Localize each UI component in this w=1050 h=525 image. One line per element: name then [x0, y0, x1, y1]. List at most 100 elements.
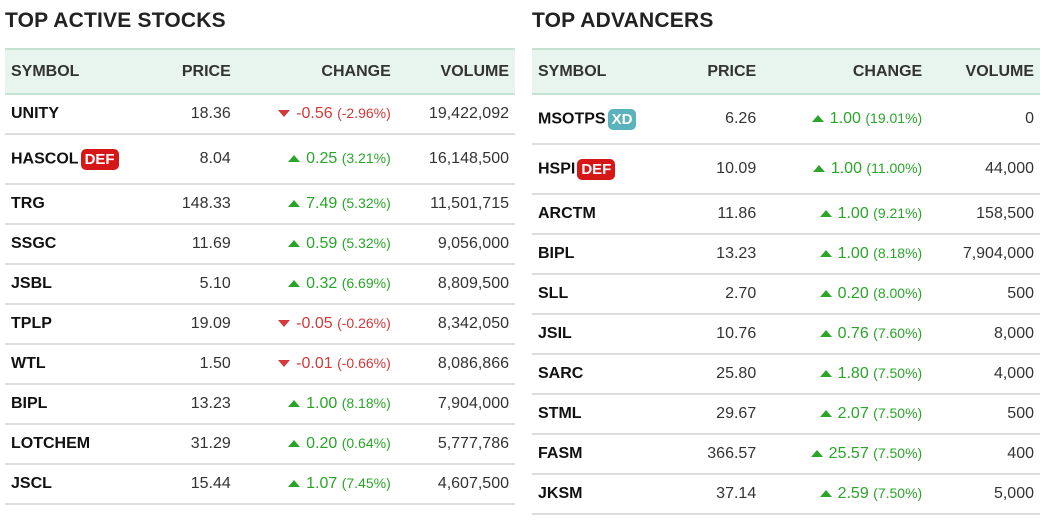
column-header[interactable]: SYMBOL — [538, 62, 607, 80]
symbol-link[interactable]: TRG — [11, 195, 45, 212]
symbol-link[interactable]: MSOTPS — [538, 110, 606, 128]
volume-cell: 0 — [928, 94, 1040, 145]
change-value: 1.00 — [829, 110, 861, 127]
column-header[interactable]: VOLUME — [440, 62, 509, 80]
symbol-cell: SSGC — [5, 224, 159, 265]
table-row[interactable]: UNITY 18.36 -0.56 (-2.96%) 19,422,092 — [5, 94, 515, 135]
arrow-up-icon — [288, 155, 301, 163]
symbol-link[interactable]: BIPL — [538, 245, 575, 262]
symbol-link[interactable]: HSPI — [538, 160, 576, 178]
volume-cell: 16,148,500 — [396, 134, 515, 185]
change-percent: (0.64%) — [341, 435, 391, 451]
symbol-cell: ARCTM — [532, 194, 681, 235]
change-value: 0.20 — [837, 285, 869, 302]
change-percent: (6.69%) — [341, 275, 391, 291]
arrow-up-icon — [819, 210, 832, 218]
table-row[interactable]: SARC 25.80 1.80 (7.50%) 4,000 — [532, 354, 1040, 395]
change-cell: 0.76 (7.60%) — [762, 314, 929, 355]
symbol-link[interactable]: BIPL — [11, 395, 48, 412]
change-cell: 1.00 (8.18%) — [762, 234, 929, 275]
arrow-up-icon — [288, 440, 301, 448]
symbol-link[interactable]: STML — [538, 405, 582, 422]
table-row[interactable]: HASCOL DEF 8.04 0.25 (3.21%) 16,148,500 — [5, 134, 515, 185]
arrow-down-icon — [278, 110, 291, 118]
symbol-link[interactable]: ARCTM — [538, 205, 596, 222]
column-header[interactable]: SYMBOL — [11, 62, 80, 80]
symbol-cell: JSBL — [5, 264, 159, 305]
price-cell: 11.86 — [680, 194, 763, 235]
table-row[interactable]: BIPL 13.23 1.00 (8.18%) 7,904,000 — [532, 234, 1040, 275]
table-row[interactable]: SSGC 11.69 0.59 (5.32%) 9,056,000 — [5, 224, 515, 265]
arrow-up-icon — [819, 250, 832, 258]
arrow-up-icon — [288, 200, 301, 208]
symbol-cell: MSOTPS XD — [532, 94, 681, 145]
symbol-link[interactable]: SARC — [538, 365, 584, 382]
column-header[interactable]: CHANGE — [852, 62, 923, 80]
symbol-link[interactable]: SLL — [538, 285, 569, 302]
section-title: TOP ADVANCERS — [532, 9, 714, 32]
symbol-link[interactable]: FASM — [538, 445, 583, 462]
table-row[interactable]: ARCTM 11.86 1.00 (9.21%) 158,500 — [532, 194, 1040, 235]
table-row[interactable]: STML 29.67 2.07 (7.50%) 500 — [532, 394, 1040, 435]
change-value: 2.07 — [837, 405, 869, 422]
symbol-link[interactable]: JSCL — [11, 475, 52, 492]
table-row[interactable]: LOTCHEM 31.29 0.20 (0.64%) 5,777,786 — [5, 424, 515, 465]
column-header[interactable]: PRICE — [707, 62, 757, 80]
arrow-up-icon — [811, 115, 824, 123]
stocks-table: SYMBOL PRICE CHANGE VOLUME MSOTPS XD 6.26 1.00 … — [532, 48, 1040, 515]
section-title: TOP ACTIVE STOCKS — [5, 9, 226, 32]
change-value: 0.32 — [306, 275, 338, 292]
change-value: -0.56 — [296, 105, 333, 122]
table-row[interactable]: SLL 2.70 0.20 (8.00%) 500 — [532, 274, 1040, 315]
change-value: 25.57 — [828, 445, 869, 462]
arrow-up-icon — [819, 410, 832, 418]
table-row[interactable]: BIPL 13.23 1.00 (8.18%) 7,904,000 — [5, 384, 515, 425]
change-value: 1.80 — [837, 365, 869, 382]
change-cell: -0.56 (-2.96%) — [236, 94, 397, 135]
price-cell: 11.69 — [158, 224, 237, 265]
change-percent: (7.45%) — [341, 475, 391, 491]
arrow-up-icon — [288, 240, 301, 248]
symbol-cell: JKSM — [532, 474, 681, 515]
symbol-link[interactable]: JSBL — [11, 275, 52, 292]
volume-cell: 8,086,866 — [396, 344, 515, 385]
table-row[interactable]: MSOTPS XD 6.26 1.00 (19.01%) 0 — [532, 94, 1040, 145]
symbol-link[interactable]: JKSM — [538, 485, 583, 502]
change-percent: (-0.26%) — [337, 315, 391, 331]
column-header[interactable]: CHANGE — [321, 62, 391, 80]
change-percent: (5.32%) — [341, 235, 391, 251]
change-percent: (7.50%) — [873, 405, 923, 421]
price-cell: 366.57 — [680, 434, 763, 475]
top-advancers-panel: TOP ADVANCERS SYMBOL PRICE CHANGE VOLUME MSOT… — [532, 0, 1040, 515]
column-header[interactable]: VOLUME — [965, 62, 1034, 80]
table-row[interactable]: JSBL 5.10 0.32 (6.69%) 8,809,500 — [5, 264, 515, 305]
symbol-link[interactable]: WTL — [11, 355, 46, 372]
arrow-up-icon — [812, 165, 825, 173]
table-row[interactable]: JSIL 10.76 0.76 (7.60%) 8,000 — [532, 314, 1040, 355]
change-percent: (7.50%) — [873, 485, 923, 501]
table-row[interactable]: JKSM 37.14 2.59 (7.50%) 5,000 — [532, 474, 1040, 515]
symbol-link[interactable]: HASCOL — [11, 150, 79, 168]
symbol-link[interactable]: UNITY — [11, 105, 59, 122]
column-header[interactable]: PRICE — [181, 62, 231, 80]
price-cell: 2.70 — [680, 274, 763, 315]
symbol-link[interactable]: LOTCHEM — [11, 435, 91, 452]
symbol-link[interactable]: SSGC — [11, 235, 57, 252]
symbol-cell: UNITY — [5, 94, 159, 135]
table-row[interactable]: JSCL 15.44 1.07 (7.45%) 4,607,500 — [5, 464, 515, 505]
volume-cell: 11,501,715 — [396, 184, 515, 225]
change-cell: -0.05 (-0.26%) — [236, 304, 397, 345]
table-row[interactable]: TPLP 19.09 -0.05 (-0.26%) 8,342,050 — [5, 304, 515, 345]
symbol-link[interactable]: TPLP — [11, 315, 52, 332]
table-row[interactable]: FASM 366.57 25.57 (7.50%) 400 — [532, 434, 1040, 475]
arrow-down-icon — [278, 360, 291, 368]
table-row[interactable]: HSPI DEF 10.09 1.00 (11.00%) 44,000 — [532, 144, 1040, 195]
table-row[interactable]: TRG 148.33 7.49 (5.32%) 11,501,715 — [5, 184, 515, 225]
symbol-link[interactable]: JSIL — [538, 325, 572, 342]
change-value: -0.01 — [296, 355, 333, 372]
change-cell: 0.32 (6.69%) — [236, 264, 397, 305]
table-row[interactable]: WTL 1.50 -0.01 (-0.66%) 8,086,866 — [5, 344, 515, 385]
arrow-up-icon — [819, 370, 832, 378]
change-value: 0.59 — [306, 235, 338, 252]
change-percent: (19.01%) — [865, 110, 923, 126]
